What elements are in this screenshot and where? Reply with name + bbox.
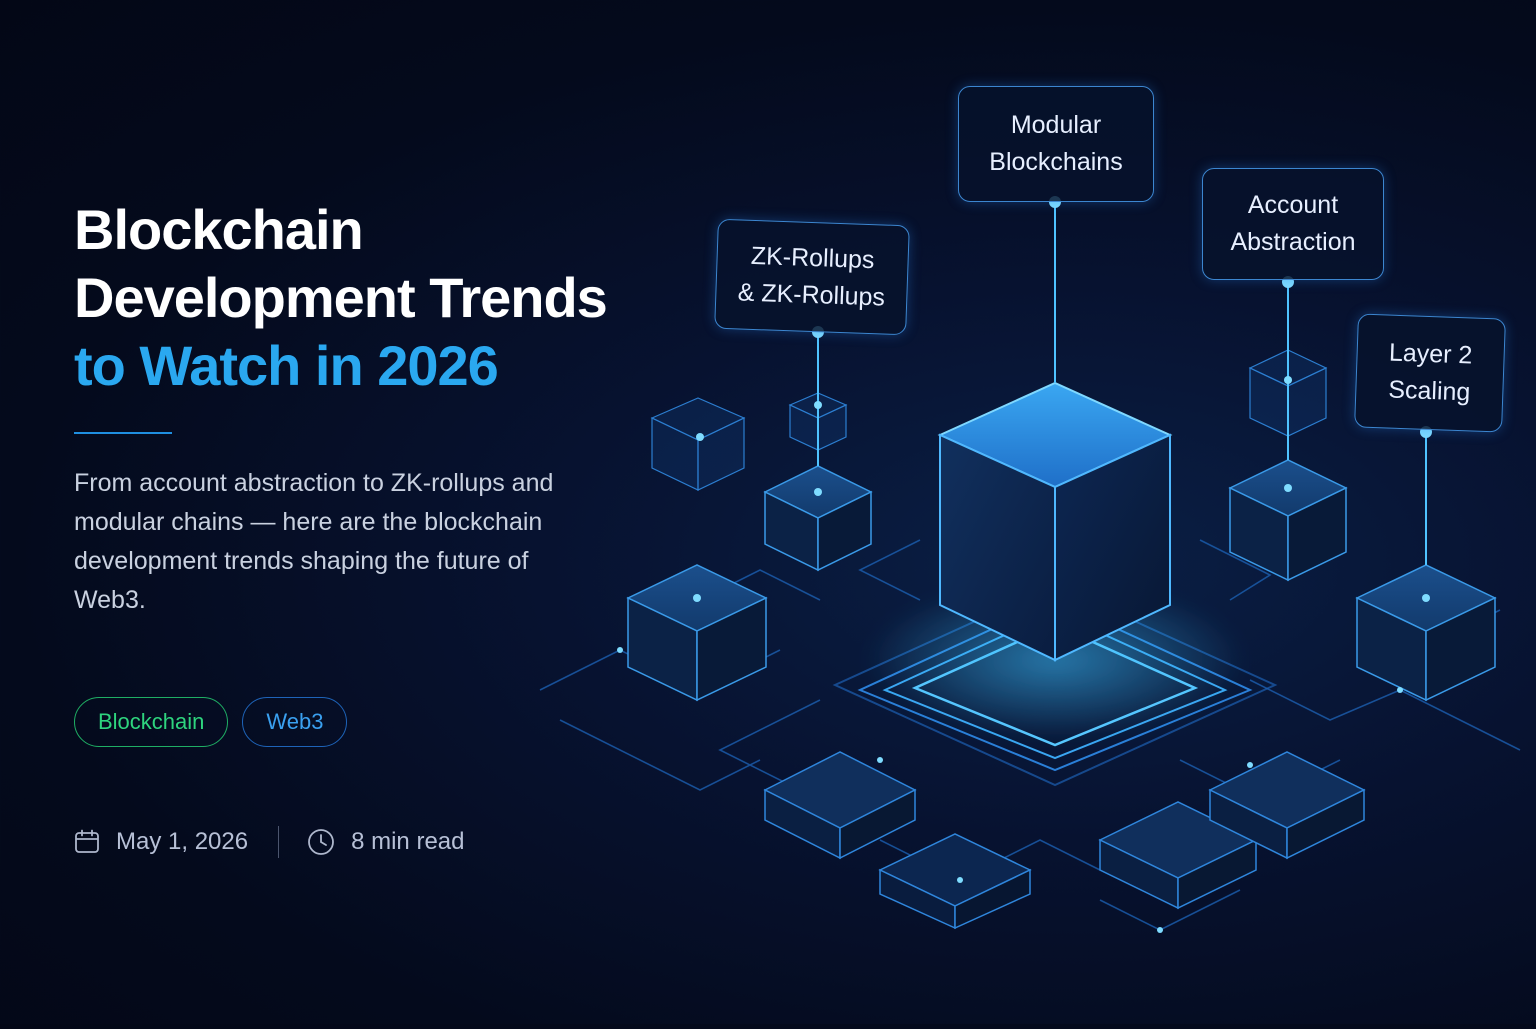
tag-web3[interactable]: Web3	[242, 697, 348, 747]
title-line-2: Development Trends	[74, 266, 608, 329]
label-account-line-1: Account	[1247, 191, 1339, 219]
label-layer-2-scaling: Layer 2 Scaling	[1354, 313, 1506, 433]
label-zk-rollups: ZK-Rollups & ZK-Rollups	[714, 218, 910, 336]
label-zk-line-2: & ZK-Rollups	[737, 278, 886, 312]
clock-icon	[308, 829, 334, 855]
meta-separator	[278, 826, 280, 858]
blockchain-cubes-graphic	[539, 196, 1521, 933]
title-line-3: to Watch in 2026	[74, 334, 499, 397]
page-title: Blockchain Development Trends to Watch i…	[74, 196, 694, 400]
label-modular-blockchains: Modular Blockchains	[958, 86, 1154, 202]
blockchain-illustration	[520, 60, 1536, 1024]
label-layer2-line-1: Layer 2	[1388, 338, 1473, 370]
label-modular-line-2: Blockchains	[989, 148, 1123, 176]
label-account-abstraction: Account Abstraction	[1202, 168, 1384, 280]
tag-list: Blockchain Web3	[74, 697, 348, 747]
title-line-1: Blockchain	[74, 198, 364, 261]
title-divider	[74, 432, 172, 434]
article-meta: May 1, 2026 8 min read	[74, 820, 464, 864]
label-account-line-2: Abstraction	[1230, 228, 1356, 256]
description: From account abstraction to ZK-rollups a…	[74, 469, 554, 614]
publish-date: May 1, 2026	[116, 828, 249, 855]
tag-blockchain[interactable]: Blockchain	[74, 697, 229, 747]
calendar-icon	[75, 829, 99, 853]
label-zk-line-1: ZK-Rollups	[750, 241, 875, 275]
read-time: 8 min read	[351, 828, 465, 855]
label-modular-line-1: Modular	[1010, 111, 1102, 139]
label-layer2-line-2: Scaling	[1387, 375, 1471, 407]
